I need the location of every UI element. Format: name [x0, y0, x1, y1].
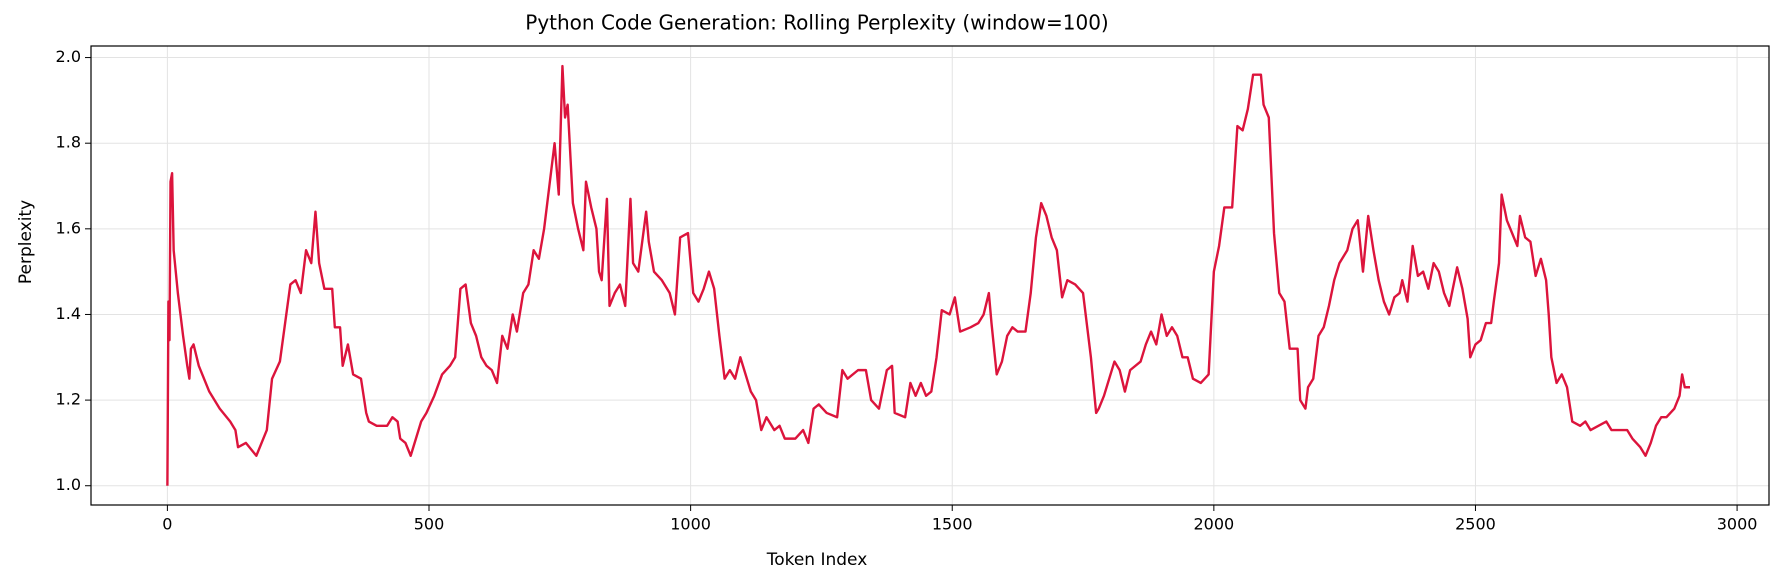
chart-title: Python Code Generation: Rolling Perplexi…: [525, 11, 1108, 35]
x-tick-label: 500: [414, 515, 445, 534]
data-line: [166, 64, 1690, 486]
plot-frame: [90, 45, 1770, 506]
y-axis-label: Perplexity: [16, 200, 36, 284]
y-tick-label: 1.8: [56, 133, 81, 152]
x-tick-label: 1000: [670, 515, 711, 534]
x-axis-label: Token Index: [766, 550, 868, 570]
y-tick-label: 1.4: [56, 304, 81, 323]
x-tick-label: 2000: [1193, 515, 1234, 534]
y-tick-label: 1.6: [56, 218, 81, 237]
x-tick-label: 0: [162, 515, 172, 534]
y-tick-label: 1.2: [56, 390, 81, 409]
x-tick-label: 1500: [932, 515, 973, 534]
y-tick-label: 2.0: [56, 47, 81, 66]
y-tick-label: 1.0: [56, 475, 81, 494]
x-tick-label: 2500: [1455, 515, 1496, 534]
x-tick-label: 3000: [1717, 515, 1758, 534]
